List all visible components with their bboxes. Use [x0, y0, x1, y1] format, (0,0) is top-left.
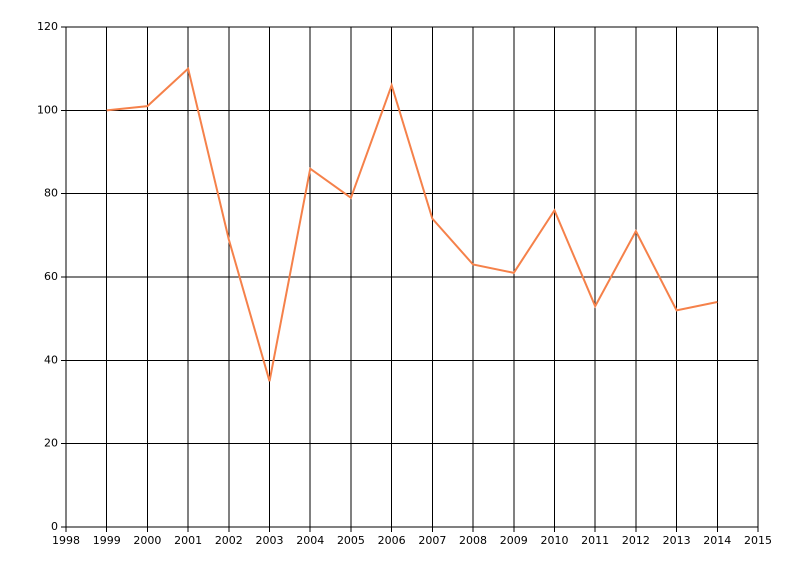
x-tick-label: 2010 [540, 534, 568, 547]
x-tick-label: 1998 [52, 534, 80, 547]
y-tick-label: 0 [51, 520, 58, 533]
x-tick-label: 2002 [215, 534, 243, 547]
x-tick-label: 2013 [663, 534, 691, 547]
x-tick-label: 2015 [744, 534, 772, 547]
x-tick-label: 2014 [703, 534, 731, 547]
x-tick-label: 2009 [500, 534, 528, 547]
x-tick-label: 2005 [337, 534, 365, 547]
y-tick-label: 120 [37, 20, 58, 33]
x-tick-label: 2003 [256, 534, 284, 547]
y-tick-label: 100 [37, 103, 58, 116]
y-tick-label: 20 [44, 437, 58, 450]
x-tick-label: 2007 [418, 534, 446, 547]
x-tick-label: 2001 [174, 534, 202, 547]
y-tick-label: 40 [44, 353, 58, 366]
y-tick-label: 60 [44, 270, 58, 283]
x-tick-label: 2000 [133, 534, 161, 547]
data-line [106, 66, 718, 382]
x-tick-label: 2004 [296, 534, 324, 547]
x-tick-label: 2011 [581, 534, 609, 547]
y-tick-label: 80 [44, 187, 58, 200]
x-tick-label: 2006 [378, 534, 406, 547]
x-tick-label: 1999 [93, 534, 121, 547]
x-tick-label: 2012 [622, 534, 650, 547]
x-tick-label: 2008 [459, 534, 487, 547]
